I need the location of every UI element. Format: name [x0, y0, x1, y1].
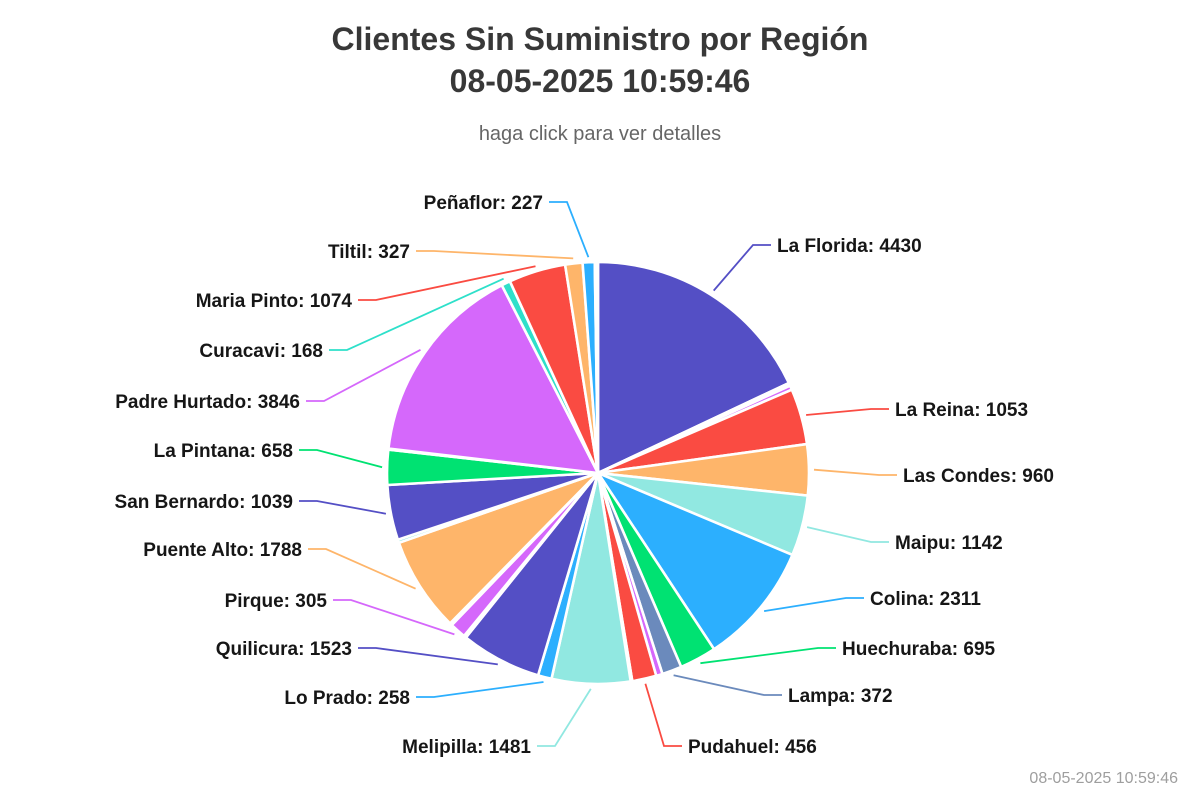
slice-label-pirque[interactable]: Pirque: 305 [225, 591, 328, 612]
slice-label-san-bernardo[interactable]: San Bernardo: 1039 [115, 492, 293, 513]
slice-connector-maria-pinto [358, 265, 536, 301]
slice-label-la-reina[interactable]: La Reina: 1053 [895, 400, 1028, 421]
slice-label-quilicura[interactable]: Quilicura: 1523 [216, 639, 352, 660]
slice-connector-pudahuel [644, 683, 682, 747]
chart-credits-timestamp: 08-05-2025 10:59:46 [1029, 770, 1178, 787]
slice-label-maria-pinto[interactable]: Maria Pinto: 1074 [196, 291, 353, 312]
slice-connector-pen-aflor [549, 201, 590, 258]
slice-label-puente-alto[interactable]: Puente Alto: 1788 [143, 540, 302, 561]
slice-label-melipilla[interactable]: Melipilla: 1481 [402, 737, 531, 758]
slice-label-maipu[interactable]: Maipu: 1142 [895, 533, 1003, 554]
slice-connector-la-reina [806, 408, 889, 416]
chart-title-line2: 08-05-2025 10:59:46 [450, 63, 751, 99]
pie-slices-group [385, 260, 811, 686]
slice-connector-curacavi [329, 277, 504, 351]
slice-labels-group: La Florida: 4430 La Reina: 1053 Las Condes… [115, 193, 1054, 758]
slice-label-lampa[interactable]: Lampa: 372 [788, 686, 893, 707]
slice-connector-la-pintana [299, 449, 383, 469]
slice-label-las-condes[interactable]: Las Condes: 960 [903, 466, 1054, 487]
slice-connector-lampa [673, 674, 782, 696]
slice-label-pudahuel[interactable]: Pudahuel: 456 [688, 737, 817, 758]
pie-slice-padre-hurtado[interactable] [387, 283, 600, 475]
slice-label-huechuraba[interactable]: Huechuraba: 695 [842, 639, 996, 660]
slice-connector-huechuraba [700, 647, 836, 665]
label-connectors-group [299, 201, 897, 747]
slice-connector-padre-hurtado [306, 349, 421, 402]
slice-connector-las-condes [813, 468, 897, 476]
slice-connector-san-bernardo [299, 500, 387, 515]
slice-connector-la-florida [713, 244, 771, 292]
slice-connector-tiltil [416, 250, 574, 260]
slice-connector-puente-alto [308, 548, 416, 590]
slice-label-lo-prado[interactable]: Lo Prado: 258 [284, 688, 410, 709]
slice-label-la-pintana[interactable]: La Pintana: 658 [154, 441, 293, 462]
slice-label-colina[interactable]: Colina: 2311 [870, 589, 981, 610]
slice-connector-quilicura [358, 647, 498, 666]
chart-title-line1: Clientes Sin Suministro por Región [332, 21, 869, 57]
slice-connector-maipu [806, 526, 889, 543]
slice-label-tiltil[interactable]: Tiltil: 327 [328, 242, 410, 263]
slice-label-la-florida[interactable]: La Florida: 4430 [777, 236, 922, 257]
chart-subtitle: haga click para ver detalles [479, 123, 721, 145]
slice-label-curacavi[interactable]: Curacavi: 168 [199, 341, 323, 362]
pie-slice-unlabeled-33[interactable] [595, 260, 600, 475]
slice-label-padre-hurtado[interactable]: Padre Hurtado: 3846 [115, 392, 300, 413]
slice-connector-lo-prado [416, 681, 544, 698]
slice-connector-colina [763, 597, 864, 612]
pie-slice-colina[interactable] [596, 471, 794, 651]
slice-connector-pirque [333, 599, 455, 636]
slice-connector-melipilla [537, 688, 592, 747]
pie-slice-la-florida[interactable] [596, 260, 791, 475]
slice-label-pen-aflor[interactable]: Peñaflor: 227 [424, 193, 543, 214]
